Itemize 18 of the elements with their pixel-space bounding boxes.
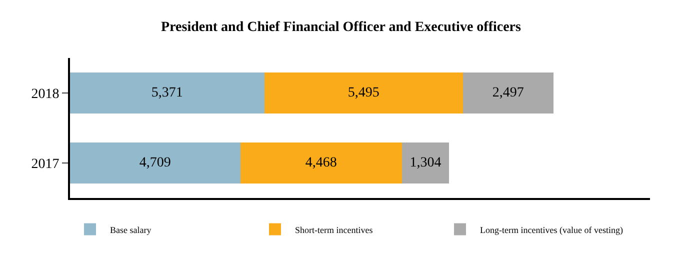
legend-label: Short-term incentives xyxy=(295,224,374,235)
bar xyxy=(463,72,554,114)
data-label: 1,304 xyxy=(410,156,442,170)
data-label: 2,497 xyxy=(492,86,524,100)
bar xyxy=(70,142,240,184)
bar xyxy=(240,142,402,184)
data-label: 5,495 xyxy=(348,86,380,100)
y-tick-label: 2018 xyxy=(31,86,60,102)
data-label: 5,371 xyxy=(151,86,183,100)
bar xyxy=(70,72,264,114)
legend-label: Base salary xyxy=(110,224,152,235)
chart-title: President and Chief Financial Officer and Executive officers xyxy=(161,20,522,36)
data-label: 4,709 xyxy=(139,156,171,170)
data-label: 4,468 xyxy=(305,156,337,170)
bar xyxy=(402,142,450,184)
y-tick-label: 2017 xyxy=(31,156,60,172)
legend-label: Long-term incentives (value of vesting) xyxy=(480,224,623,235)
bar xyxy=(264,72,464,114)
